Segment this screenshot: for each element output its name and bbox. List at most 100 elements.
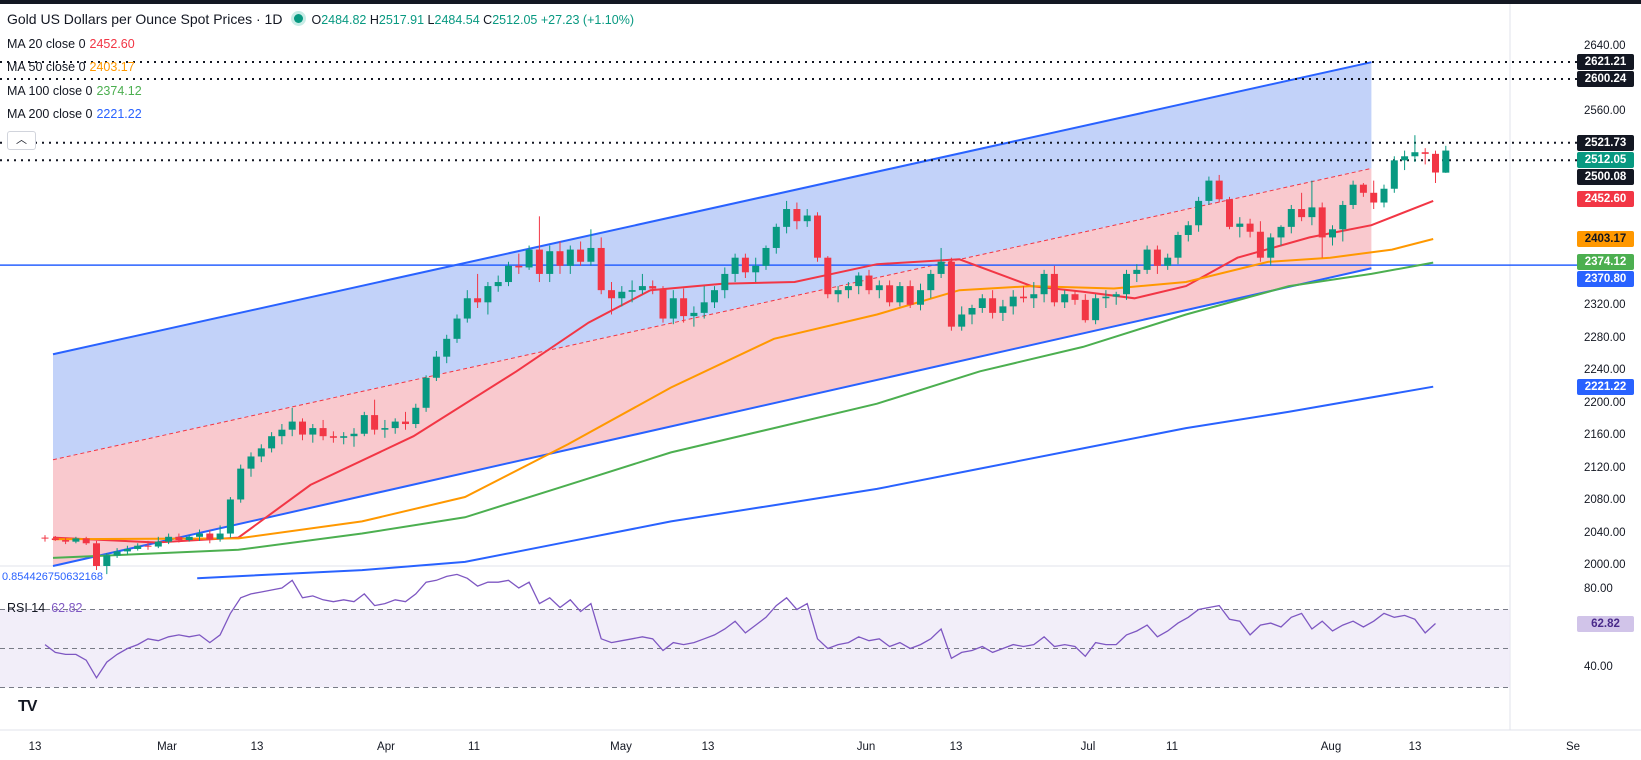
candle-body xyxy=(1133,269,1141,274)
candle-body xyxy=(474,298,482,303)
time-tick-label: Apr xyxy=(377,741,395,753)
candle-body xyxy=(123,548,131,552)
candle-body xyxy=(834,290,842,295)
candle-body xyxy=(1236,223,1244,227)
ma-line xyxy=(197,385,1434,580)
candle-body xyxy=(721,273,729,291)
tradingview-logo[interactable]: TV xyxy=(18,698,37,715)
candle-body xyxy=(989,298,997,313)
candle-body xyxy=(1349,184,1357,205)
candle-body xyxy=(1442,150,1450,173)
price-tick-label: 2000.00 xyxy=(1584,559,1626,571)
candle-body xyxy=(1370,192,1378,203)
candle-body xyxy=(844,286,852,291)
indicator-label: MA 50 close 0 xyxy=(7,60,86,74)
candle-body xyxy=(1411,152,1419,157)
price-tag: 2621.21 xyxy=(1577,53,1634,70)
candle-body xyxy=(937,261,945,274)
low-value: 2484.54 xyxy=(434,13,480,27)
candle-body xyxy=(1123,273,1130,295)
candle-body xyxy=(412,407,420,425)
candle-body xyxy=(288,421,296,430)
candle-body xyxy=(1246,223,1254,232)
candle-body xyxy=(134,545,142,549)
candles xyxy=(41,135,1450,575)
indicator-ma20[interactable]: MA 20 close 0 2452.60 xyxy=(7,37,135,51)
candle-body xyxy=(113,551,121,556)
candle-body xyxy=(680,298,688,317)
indicator-label: MA 20 close 0 xyxy=(7,37,86,51)
collapse-legend-button[interactable]: ︿ xyxy=(7,131,36,150)
rsi-line xyxy=(44,573,1436,680)
candle-body xyxy=(1071,294,1079,300)
candle-body xyxy=(381,428,389,430)
price-tag: 2221.22 xyxy=(1577,378,1634,395)
candle-body xyxy=(93,543,100,566)
channel-median-line xyxy=(52,167,1372,461)
rsi-legend[interactable]: RSI 14 62.82 xyxy=(7,601,83,615)
candle-body xyxy=(1308,207,1316,218)
price-tag: 2403.17 xyxy=(1577,230,1634,247)
indicator-label: MA 200 close 0 xyxy=(7,107,93,121)
candle-body xyxy=(927,273,935,291)
candle-body xyxy=(947,261,955,327)
candle-body xyxy=(350,433,358,437)
candle-body xyxy=(968,308,976,315)
candle-body xyxy=(886,285,894,303)
rsi-value: 62.82 xyxy=(51,601,83,615)
candle-body xyxy=(226,499,234,534)
indicator-ma100[interactable]: MA 100 close 0 2374.12 xyxy=(7,84,142,98)
price-tag: 2500.08 xyxy=(1577,168,1634,185)
candle-body xyxy=(1153,249,1161,266)
candle-body xyxy=(144,545,152,547)
candle-body xyxy=(566,249,574,266)
candle-body xyxy=(360,415,368,434)
indicator-ma50[interactable]: MA 50 close 0 2403.17 xyxy=(7,60,135,74)
candle-body xyxy=(824,257,832,295)
candle-body xyxy=(165,536,173,542)
candle-body xyxy=(463,298,471,319)
candle-body xyxy=(525,249,533,268)
price-tag: 2374.12 xyxy=(1577,254,1634,271)
close-value: 2512.05 xyxy=(492,13,538,27)
indicator-ma200[interactable]: MA 200 close 0 2221.22 xyxy=(7,107,142,121)
candle-body xyxy=(72,538,80,542)
time-tick-label: Jul xyxy=(1080,741,1096,753)
symbol-title[interactable]: Gold US Dollars per Ounce Spot Prices · … xyxy=(7,11,283,27)
candle-body xyxy=(1195,200,1203,226)
chart-title: Gold US Dollars per Ounce Spot Prices · … xyxy=(7,11,634,27)
candle-body xyxy=(237,468,245,500)
time-tick-label: 11 xyxy=(1166,741,1178,753)
candle-body xyxy=(731,257,739,274)
candle-body xyxy=(1421,152,1429,154)
candle-body xyxy=(1061,294,1069,303)
candle-body xyxy=(402,421,409,425)
candle-body xyxy=(865,275,873,291)
high-value: 2517.91 xyxy=(378,13,425,27)
candle-body xyxy=(505,265,512,283)
candle-body xyxy=(587,247,595,262)
candle-body xyxy=(1329,229,1336,238)
candle-body xyxy=(1226,199,1233,227)
candle-body xyxy=(535,249,543,274)
ohlc-values: O2484.82 H2517.91 L2484.54 C2512.05 +27.… xyxy=(311,13,634,27)
time-tick-label: 13 xyxy=(949,741,963,753)
indicator-value: 2452.60 xyxy=(89,37,135,51)
candle-body xyxy=(958,314,966,327)
time-tick-label: Jun xyxy=(856,741,876,753)
price-tick-label: 2280.00 xyxy=(1584,331,1626,344)
candle-body xyxy=(1359,184,1367,193)
candle-body xyxy=(1143,249,1151,270)
candle-body xyxy=(917,290,924,305)
candle-body xyxy=(855,275,863,287)
candle-body xyxy=(597,247,605,291)
candle-body xyxy=(82,538,90,544)
rsi-tick-label: 40.00 xyxy=(1584,661,1613,673)
candle-body xyxy=(154,541,162,547)
price-tick-label: 2160.00 xyxy=(1584,429,1626,442)
candle-body xyxy=(1298,209,1306,218)
time-tick-label: 13 xyxy=(28,741,42,753)
candle-body xyxy=(268,436,276,449)
open-value: 2484.82 xyxy=(321,13,367,27)
